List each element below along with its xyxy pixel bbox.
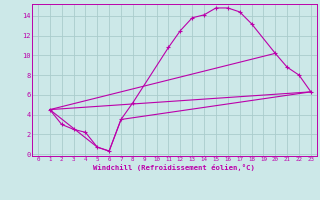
X-axis label: Windchill (Refroidissement éolien,°C): Windchill (Refroidissement éolien,°C) [93,164,255,171]
